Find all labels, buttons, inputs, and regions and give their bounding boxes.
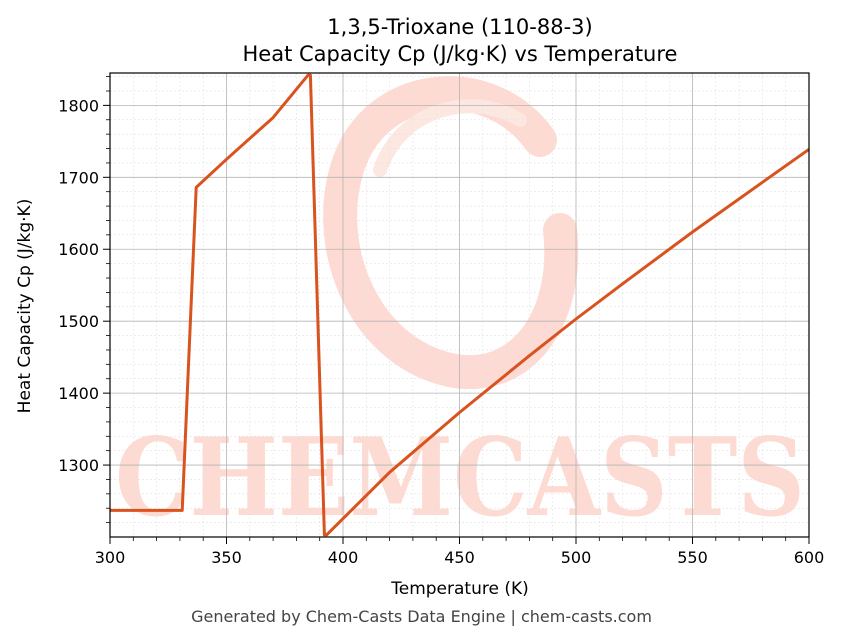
x-tick-label: 450 bbox=[444, 548, 475, 567]
x-tick-label: 550 bbox=[677, 548, 708, 567]
x-tick-labels: 300 350 400 450 500 550 600 bbox=[95, 548, 825, 567]
y-tick-label: 1700 bbox=[58, 168, 99, 187]
watermark-logo: CHEMCASTS bbox=[115, 76, 805, 541]
series-layer bbox=[110, 73, 810, 537]
chart-title-line1: 1,3,5-Trioxane (110-88-3) bbox=[327, 15, 592, 39]
x-axis-label: Temperature (K) bbox=[390, 579, 529, 599]
x-tick-label: 350 bbox=[211, 548, 242, 567]
y-tick-label: 1300 bbox=[58, 456, 99, 475]
watermark-text: CHEMCASTS bbox=[115, 415, 805, 541]
y-tick-label: 1400 bbox=[58, 384, 99, 403]
y-tick-label: 1800 bbox=[58, 96, 99, 115]
y-tick-labels: 1300 1400 1500 1600 1700 1800 bbox=[58, 96, 99, 475]
y-tick-label: 1600 bbox=[58, 240, 99, 259]
axis-ticks bbox=[103, 76, 810, 544]
series-line-0 bbox=[110, 73, 810, 537]
watermark-swirl-icon bbox=[323, 76, 579, 389]
y-tick-label: 1500 bbox=[58, 312, 99, 331]
x-tick-label: 500 bbox=[561, 548, 592, 567]
x-tick-label: 600 bbox=[794, 548, 825, 567]
chart-title-line2: Heat Capacity Cp (J/kg·K) vs Temperature bbox=[243, 42, 678, 66]
x-tick-label: 300 bbox=[95, 548, 126, 567]
footer-credit: Generated by Chem-Casts Data Engine | ch… bbox=[191, 607, 652, 626]
y-axis-label: Heat Capacity Cp (J/kg·K) bbox=[15, 199, 35, 414]
chart: CHEMCASTS 300 350 400 450 500 550 600 1300 1400… bbox=[15, 15, 825, 599]
x-tick-label: 400 bbox=[328, 548, 359, 567]
